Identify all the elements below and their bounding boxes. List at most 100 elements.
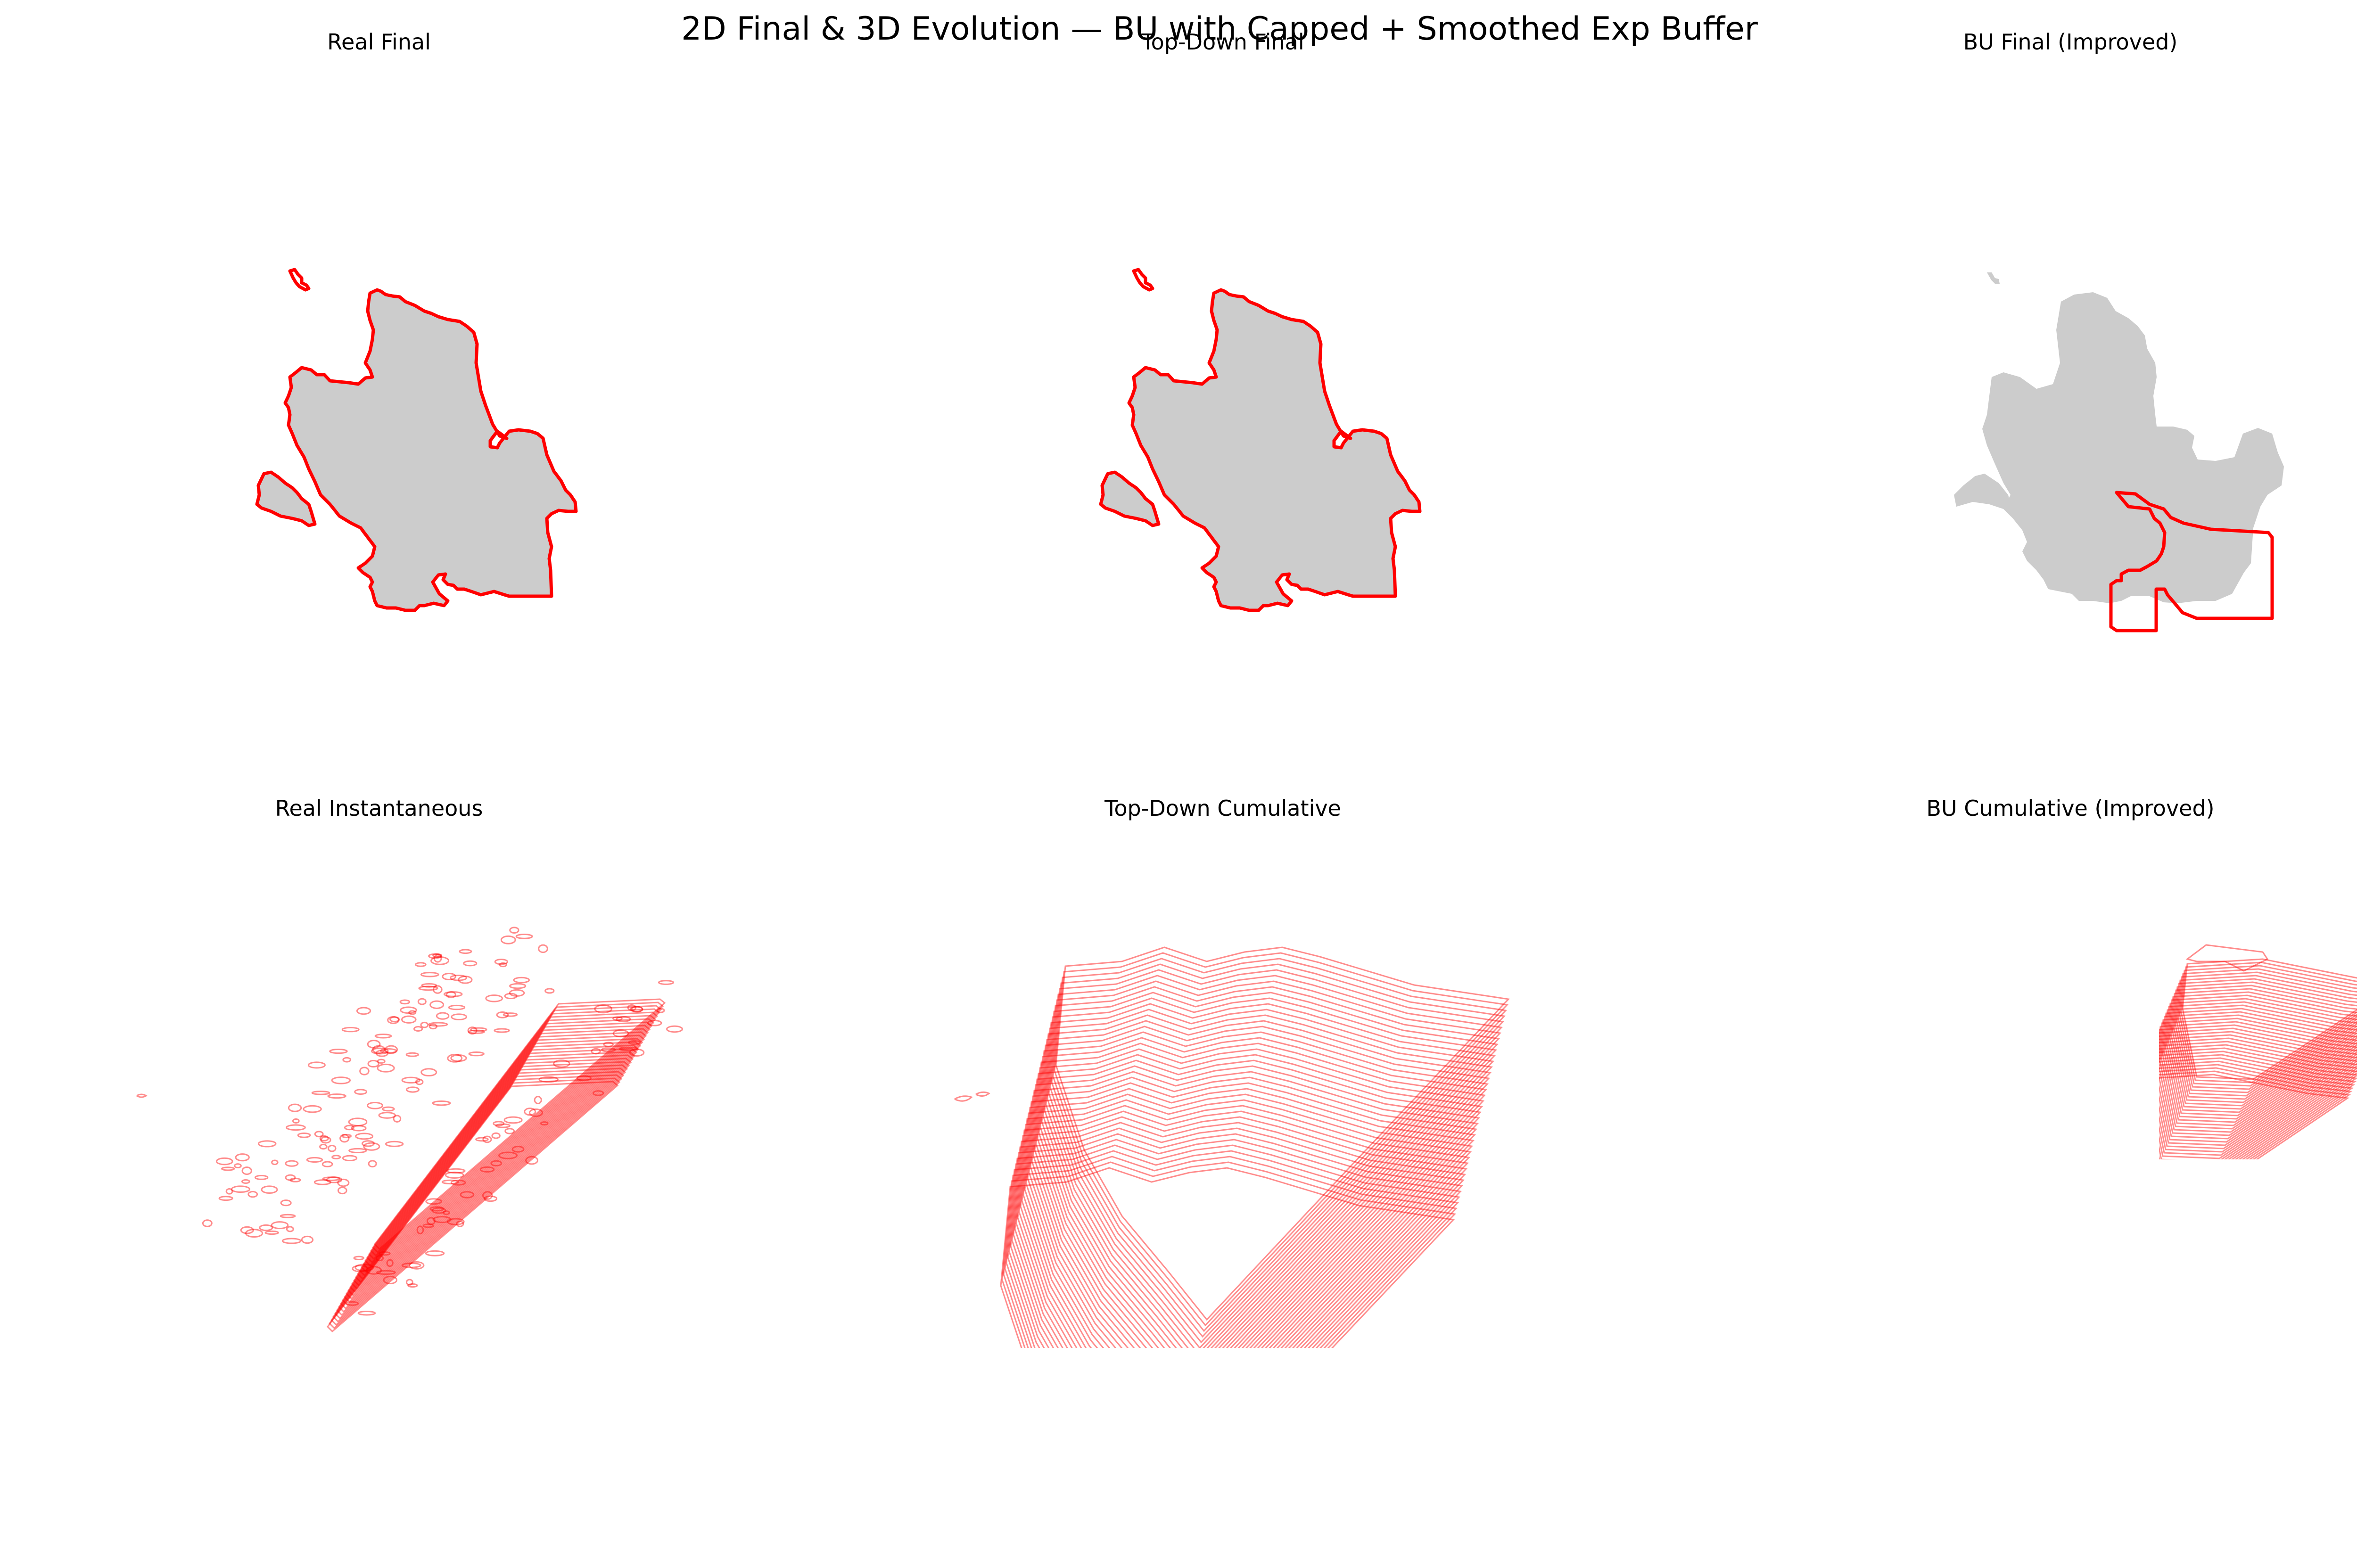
contour-ring <box>368 1160 377 1168</box>
contour-ring <box>387 1016 400 1024</box>
contour-ring <box>468 1029 485 1034</box>
contour-ring <box>432 1216 452 1223</box>
contour-ring <box>2160 1008 2357 1130</box>
contour-ring <box>1008 1133 1464 1348</box>
contour-ring <box>428 1022 448 1027</box>
contour-ring <box>528 1108 544 1117</box>
contour-ring <box>319 1135 329 1141</box>
contour-ring <box>449 974 468 981</box>
contour-ring <box>463 960 478 967</box>
contour-ring <box>1042 997 1498 1348</box>
contour-ring <box>359 1025 651 1277</box>
contour-ring <box>421 983 437 988</box>
contour-ring <box>330 1074 623 1326</box>
contour-ring <box>271 1159 279 1166</box>
contour-ring <box>329 1048 348 1054</box>
contour-ring <box>442 1210 450 1215</box>
contour-ring <box>446 1218 465 1225</box>
contour-ring <box>1021 1082 1476 1348</box>
burned-area-fill <box>1954 272 2284 603</box>
contour-ring <box>364 1015 657 1267</box>
contour-ring <box>234 1163 242 1169</box>
contour-ring <box>280 1214 296 1218</box>
contour-ring <box>372 1045 386 1054</box>
contour-ring <box>493 1121 505 1126</box>
contour-ring <box>363 1142 380 1151</box>
contour-ring <box>363 1018 655 1270</box>
contour-ring <box>342 1057 352 1063</box>
contour-ring <box>355 1031 647 1283</box>
contour-ring <box>1039 1009 1495 1348</box>
contour-ring <box>451 1013 468 1020</box>
contour-ring <box>629 1048 645 1057</box>
contour-ring <box>576 1075 592 1082</box>
contour-ring <box>400 1006 417 1014</box>
contour-ring <box>218 1196 233 1201</box>
contour-ring <box>405 1052 419 1057</box>
contour-ring <box>2159 1051 2357 1159</box>
contour-ring <box>322 1176 340 1181</box>
contour-ring <box>385 1141 404 1147</box>
contour-ring <box>1031 1043 1486 1348</box>
contour-ring <box>332 1071 625 1323</box>
contour-ring <box>354 1264 374 1272</box>
contour-ring <box>338 1061 630 1313</box>
contour-ring <box>657 1008 665 1013</box>
contour-ring <box>337 1178 350 1187</box>
contour-ring <box>415 1078 424 1085</box>
contour-ring <box>2159 1070 2351 1159</box>
contour-ring <box>378 1112 396 1119</box>
contour-ring <box>544 988 555 994</box>
contour-ring <box>428 953 443 959</box>
contour-ring <box>504 993 518 1000</box>
contour-ring <box>361 1021 653 1273</box>
contour-ring <box>470 1027 487 1032</box>
contour-ring <box>1007 1139 1462 1348</box>
contour-ring <box>271 1221 289 1230</box>
contour-ring <box>326 1176 343 1183</box>
contour-ring <box>482 1135 492 1143</box>
contour-ring <box>366 1266 382 1275</box>
contour-ring <box>280 1199 292 1207</box>
contour-ring <box>443 991 463 997</box>
contour-ring <box>401 1015 417 1024</box>
contour-ring <box>468 1051 485 1057</box>
contour-ring <box>221 1166 235 1171</box>
contour-ring <box>352 1265 368 1272</box>
contour-ring <box>241 1179 250 1184</box>
contour-ring <box>1000 1167 1455 1348</box>
contour-ring <box>456 1220 464 1227</box>
contour-ring <box>348 1117 368 1126</box>
contour-ring <box>2159 1041 2357 1159</box>
contour-ring <box>314 1131 324 1138</box>
contour-ring <box>247 1190 258 1198</box>
contour-ring <box>450 1054 467 1062</box>
contour-ring <box>1015 1105 1471 1348</box>
contour-ring <box>331 1076 351 1084</box>
contour-ring <box>225 1188 233 1195</box>
panel-title-real-final: Real Final <box>327 29 431 55</box>
contour-ring <box>2159 1011 2357 1133</box>
contour-ring <box>1052 958 1508 1332</box>
contour-ring <box>1045 986 1500 1348</box>
contour-ring <box>2173 978 2357 1100</box>
contour-ring <box>383 1275 398 1284</box>
contour-ring <box>504 1128 515 1134</box>
contour-ring <box>2185 944 2269 972</box>
panel-title-top-down-final: Top-Down Final <box>1141 29 1304 55</box>
contour-ring <box>348 1148 367 1153</box>
contour-ring <box>407 1283 418 1288</box>
contour-ring <box>491 1132 501 1139</box>
contour-ring <box>413 1026 423 1032</box>
contour-ring <box>450 1179 466 1186</box>
bu-cumulative-3d <box>2159 944 2357 1159</box>
contour-ring <box>344 1051 636 1303</box>
contour-ring <box>2167 991 2357 1113</box>
contour-ring <box>136 1093 148 1098</box>
contour-ring <box>240 1226 254 1234</box>
contour-ring <box>286 1226 294 1232</box>
contour-ring <box>436 1012 450 1020</box>
contour-ring <box>405 1279 413 1286</box>
contour-ring <box>368 1008 660 1260</box>
contour-ring <box>386 1259 394 1267</box>
